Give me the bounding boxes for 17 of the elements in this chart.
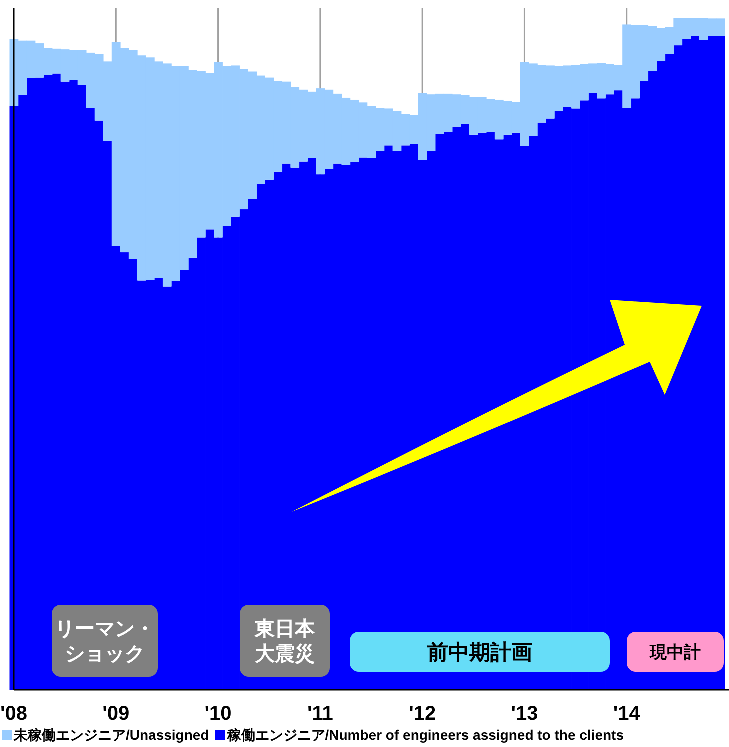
x-tick-label: '13	[511, 703, 538, 725]
annotation: リーマン・ショック	[52, 605, 158, 677]
x-tick-label: '10	[204, 703, 232, 725]
x-tick-label: '08	[0, 703, 28, 725]
annotation: 東日本大震災	[254, 618, 316, 666]
x-tick-label: '12	[409, 703, 436, 725]
annotation: 前中期計画	[350, 632, 610, 672]
x-tick-label: '11	[307, 703, 334, 725]
x-tick-label: '14	[613, 703, 642, 725]
annotation: 東日本大震災	[240, 605, 330, 677]
annotation: 現中計	[649, 643, 701, 662]
annotation: リーマン・ショック	[55, 618, 155, 666]
x-tick-label: '09	[102, 703, 130, 725]
annotation: 前中期計画	[426, 642, 532, 665]
annotation: 現中計	[627, 632, 724, 672]
legend-label: 未稼働エンジニア/Unassigned	[13, 727, 210, 743]
legend-label: 稼働エンジニア/Number of engineers assigned to the clients	[226, 727, 624, 743]
